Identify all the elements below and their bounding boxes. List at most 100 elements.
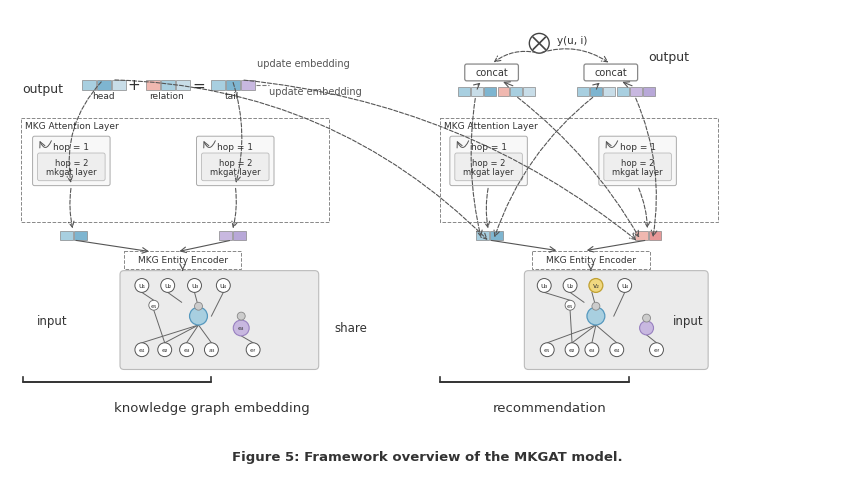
Circle shape: [609, 343, 623, 357]
Text: MKG Attention Layer: MKG Attention Layer: [25, 121, 119, 131]
Text: e₁: e₁: [566, 303, 572, 308]
Text: u₄: u₄: [219, 283, 227, 289]
Text: MKG Entity Encoder: MKG Entity Encoder: [137, 256, 228, 264]
Text: v₂: v₂: [592, 283, 599, 289]
FancyBboxPatch shape: [212, 81, 225, 91]
Circle shape: [246, 343, 260, 357]
FancyBboxPatch shape: [74, 232, 87, 240]
Text: e₂: e₂: [161, 348, 168, 352]
Text: tail: tail: [225, 92, 239, 101]
Text: a₃: a₃: [208, 348, 214, 352]
Text: e₇: e₇: [653, 348, 659, 352]
Text: y(u, i): y(u, i): [556, 36, 587, 46]
Text: output: output: [23, 83, 64, 96]
FancyBboxPatch shape: [196, 137, 274, 186]
Circle shape: [649, 343, 663, 357]
Circle shape: [617, 279, 631, 293]
Circle shape: [540, 343, 554, 357]
FancyBboxPatch shape: [464, 65, 518, 82]
Circle shape: [237, 312, 245, 320]
Text: share: share: [334, 322, 367, 335]
Circle shape: [135, 279, 148, 293]
FancyBboxPatch shape: [598, 137, 676, 186]
Text: knowledge graph embedding: knowledge graph embedding: [113, 401, 309, 414]
Text: e₇: e₇: [250, 348, 256, 352]
FancyBboxPatch shape: [201, 154, 269, 181]
FancyBboxPatch shape: [226, 81, 240, 91]
Circle shape: [179, 343, 194, 357]
Text: mkgat layer: mkgat layer: [46, 168, 96, 177]
Circle shape: [562, 279, 577, 293]
FancyBboxPatch shape: [634, 232, 647, 240]
FancyBboxPatch shape: [583, 65, 637, 82]
FancyBboxPatch shape: [241, 81, 255, 91]
Circle shape: [565, 343, 578, 357]
Text: u₄: u₄: [620, 283, 628, 289]
Text: hop = 1: hop = 1: [619, 142, 655, 151]
Text: update embedding: update embedding: [257, 59, 350, 69]
Text: mkgat layer: mkgat layer: [612, 168, 662, 177]
Text: u₂: u₂: [566, 283, 573, 289]
Text: hop = 2: hop = 2: [620, 159, 653, 168]
FancyBboxPatch shape: [120, 271, 318, 370]
FancyBboxPatch shape: [629, 88, 641, 96]
FancyBboxPatch shape: [475, 232, 488, 240]
Text: u₂: u₂: [164, 283, 171, 289]
Circle shape: [591, 302, 599, 311]
FancyBboxPatch shape: [523, 88, 535, 96]
Text: hop = 1: hop = 1: [217, 142, 253, 151]
Text: Figure 5: Framework overview of the MKGAT model.: Figure 5: Framework overview of the MKGA…: [231, 450, 622, 463]
Circle shape: [160, 279, 175, 293]
Circle shape: [641, 314, 650, 323]
FancyBboxPatch shape: [470, 88, 482, 96]
Text: mkgat layer: mkgat layer: [462, 168, 514, 177]
Text: e₃: e₃: [238, 326, 244, 331]
FancyBboxPatch shape: [603, 154, 670, 181]
Circle shape: [158, 343, 171, 357]
FancyBboxPatch shape: [450, 137, 526, 186]
Text: concat: concat: [474, 68, 508, 78]
Text: u₃: u₃: [540, 283, 548, 289]
FancyBboxPatch shape: [82, 81, 96, 91]
Text: e₃: e₃: [183, 348, 189, 352]
FancyBboxPatch shape: [524, 271, 707, 370]
FancyBboxPatch shape: [616, 88, 628, 96]
Text: u₃: u₃: [191, 283, 198, 289]
Text: hop = 2: hop = 2: [472, 159, 505, 168]
FancyBboxPatch shape: [160, 81, 175, 91]
Text: input: input: [672, 314, 703, 327]
FancyBboxPatch shape: [61, 232, 73, 240]
FancyBboxPatch shape: [146, 81, 160, 91]
Circle shape: [639, 322, 653, 335]
Circle shape: [204, 343, 218, 357]
Text: hop = 2: hop = 2: [218, 159, 252, 168]
FancyBboxPatch shape: [483, 88, 495, 96]
Circle shape: [584, 343, 598, 357]
Text: e₁: e₁: [543, 348, 549, 352]
Text: e₄: e₄: [612, 348, 619, 352]
Text: e₂: e₂: [568, 348, 575, 352]
Circle shape: [565, 300, 574, 311]
Text: u₁: u₁: [138, 283, 145, 289]
Text: +: +: [127, 78, 140, 93]
Circle shape: [586, 308, 604, 325]
FancyBboxPatch shape: [455, 154, 522, 181]
Text: update embedding: update embedding: [269, 86, 362, 96]
FancyBboxPatch shape: [38, 154, 105, 181]
Circle shape: [537, 279, 550, 293]
FancyBboxPatch shape: [112, 81, 126, 91]
Text: input: input: [37, 314, 67, 327]
Circle shape: [529, 35, 548, 54]
FancyBboxPatch shape: [32, 137, 110, 186]
Text: MKG Entity Encoder: MKG Entity Encoder: [545, 256, 635, 264]
Circle shape: [189, 308, 207, 325]
Text: e₁: e₁: [150, 303, 157, 308]
FancyBboxPatch shape: [577, 88, 589, 96]
FancyBboxPatch shape: [457, 88, 469, 96]
Circle shape: [188, 279, 201, 293]
FancyBboxPatch shape: [97, 81, 111, 91]
Text: hop = 1: hop = 1: [53, 142, 90, 151]
FancyBboxPatch shape: [641, 88, 653, 96]
FancyBboxPatch shape: [602, 88, 614, 96]
Text: recommendation: recommendation: [491, 401, 606, 414]
